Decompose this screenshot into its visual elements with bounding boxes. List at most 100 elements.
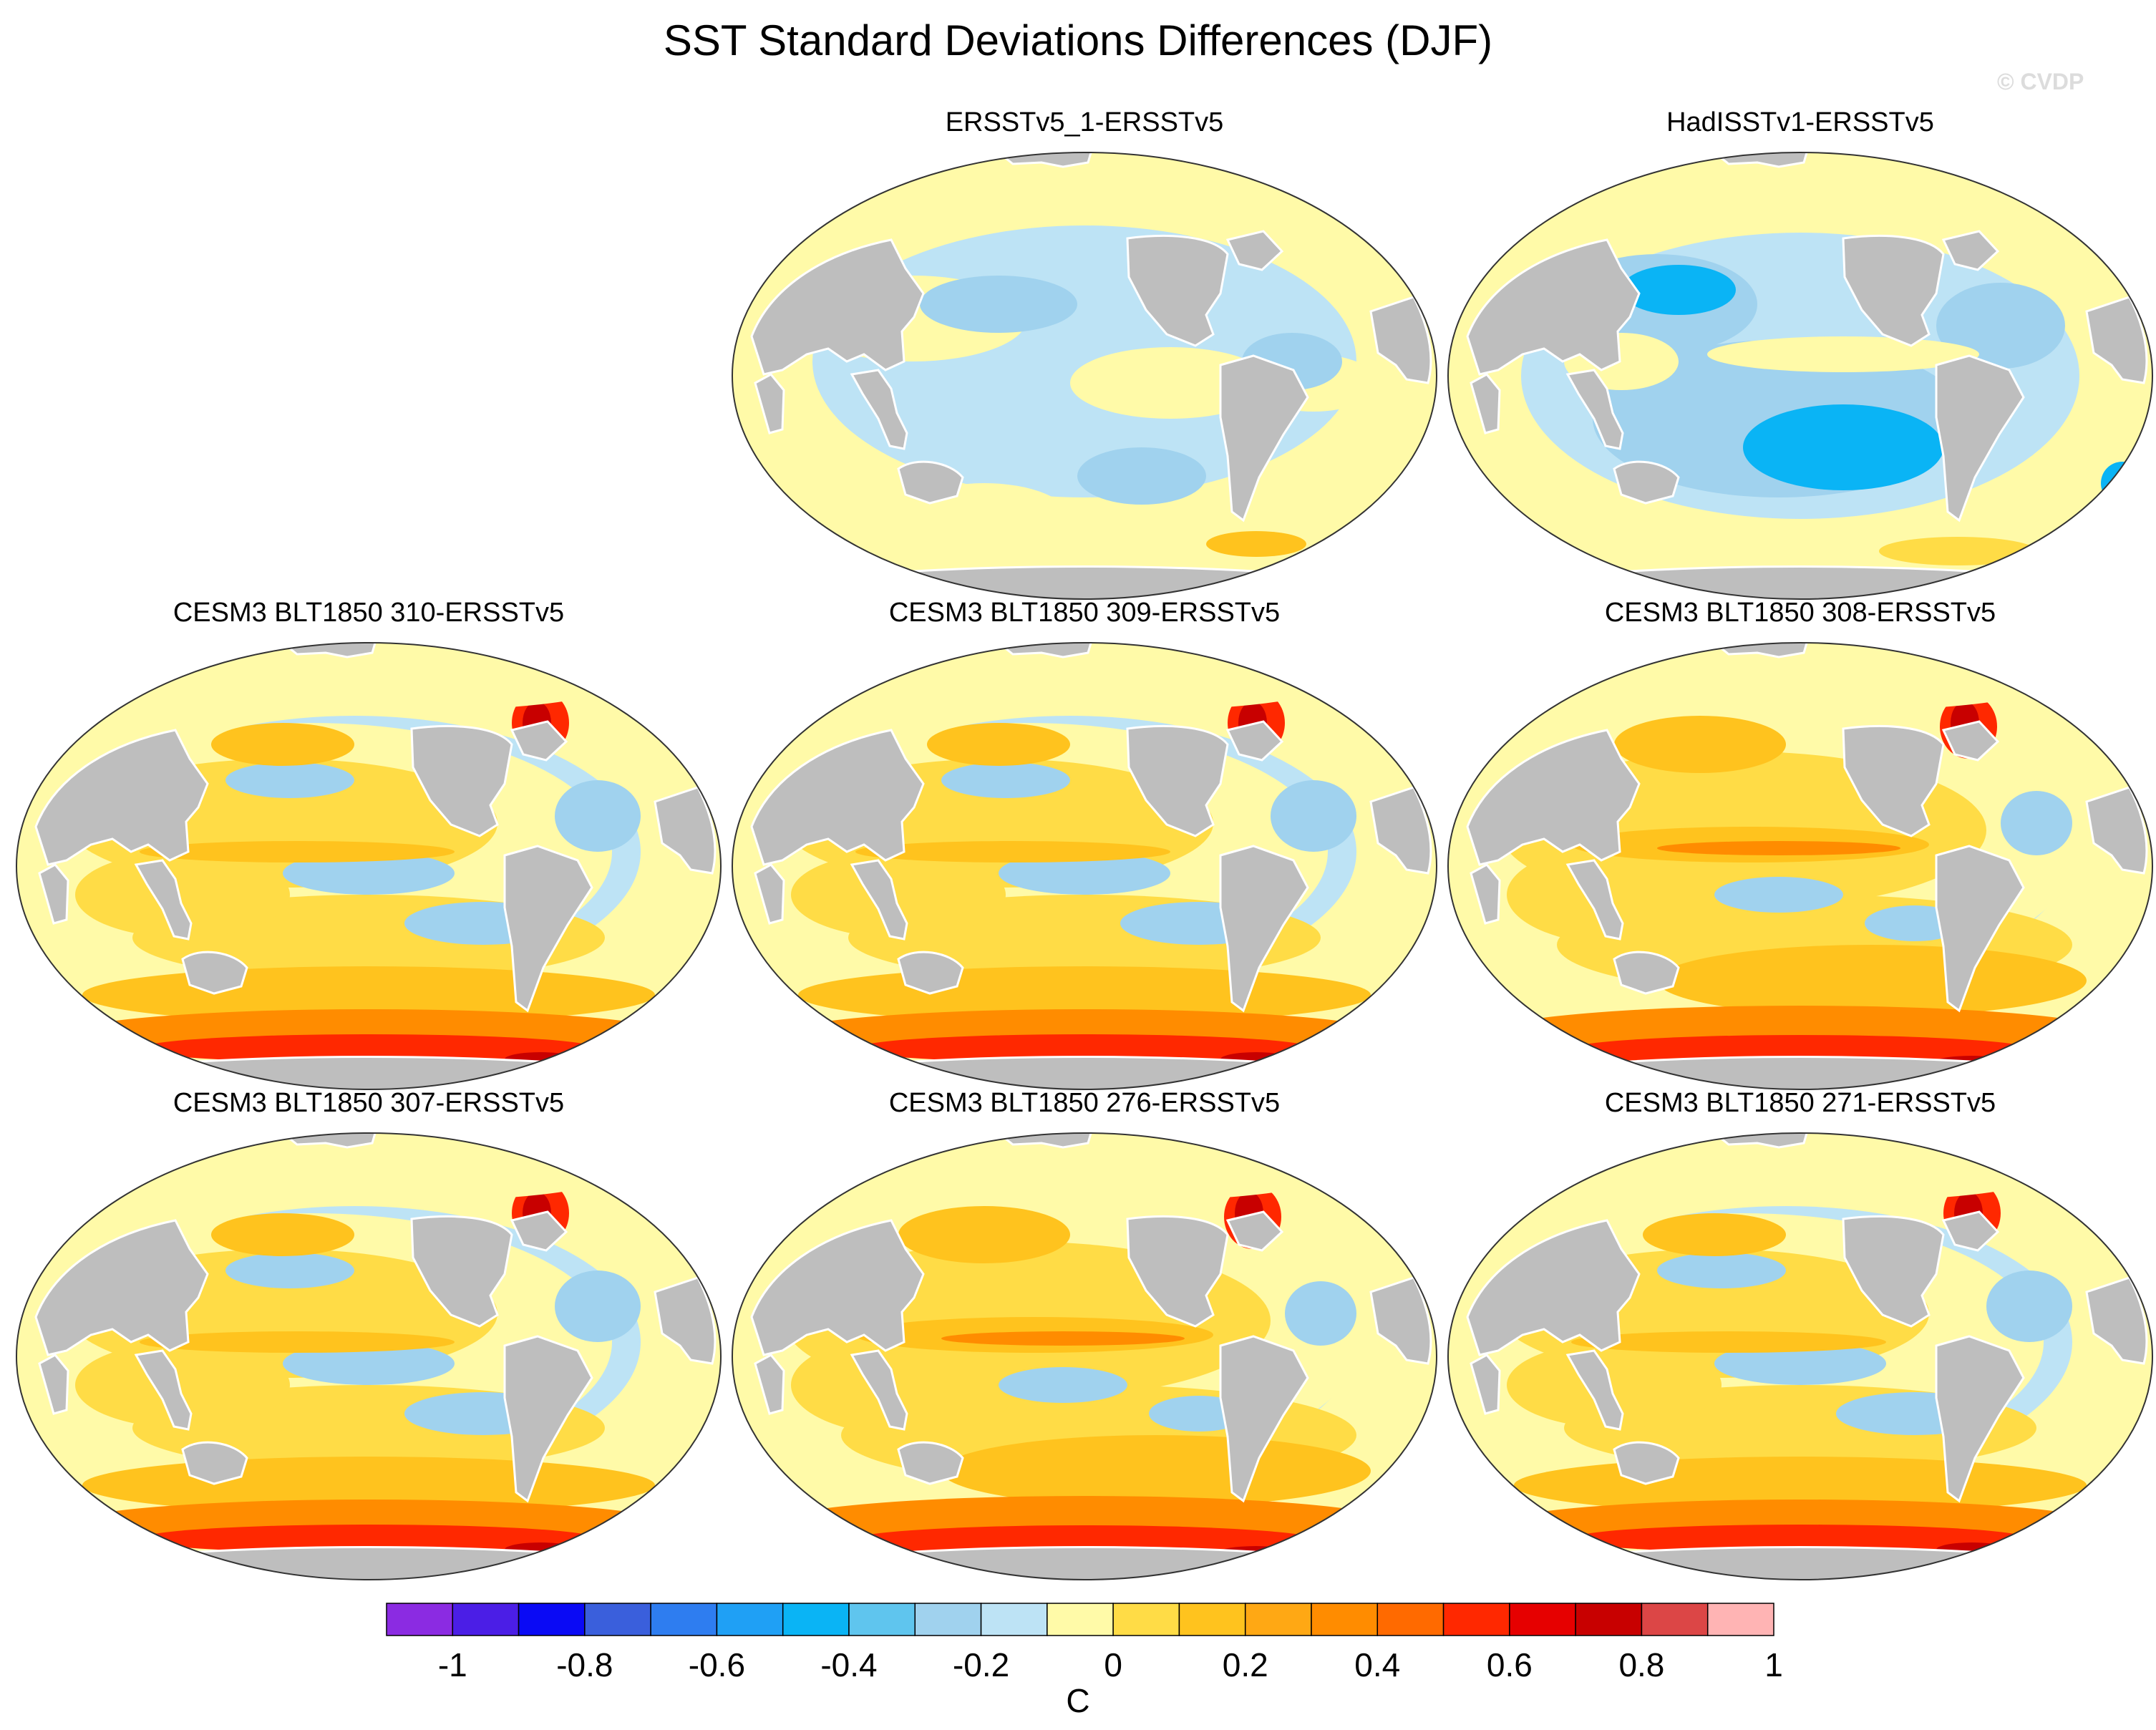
panel-title: CESM3 BLT1850 310-ERSSTv5: [173, 598, 565, 628]
colorbar-box: [1178, 1603, 1246, 1636]
panel-title: CESM3 BLT1850 271-ERSSTv5: [1604, 1088, 1996, 1118]
sst-contour-region: [283, 1342, 455, 1385]
sst-contour-region: [132, 662, 605, 712]
map-panel: [732, 1132, 1437, 1580]
sst-contour-region: [132, 1152, 605, 1202]
landmass: [1466, 238, 1641, 376]
colorbar-box: [1641, 1603, 1709, 1636]
sst-contour-region: [1271, 780, 1356, 852]
landmass: [850, 859, 908, 941]
landmass: [754, 1354, 785, 1415]
landmass: [1485, 565, 2116, 599]
landmass: [134, 859, 193, 941]
landmass: [850, 1349, 908, 1431]
sst-contour-region: [855, 841, 1170, 862]
panel-8: CESM3 BLT1850 271-ERSSTv5: [1442, 1088, 2156, 1603]
sst-contour-region: [1507, 1342, 1722, 1428]
landmass: [1842, 235, 1945, 347]
landmass: [769, 1546, 1400, 1580]
sst-contour-region: [1206, 531, 1306, 557]
panel-2: HadISSTv1-ERSSTv5: [1442, 107, 2156, 623]
landmass: [897, 951, 964, 995]
colorbar-box: [716, 1603, 784, 1636]
sst-contour-region: [1657, 1253, 1786, 1288]
map-panel: [16, 642, 722, 1090]
landmass: [769, 565, 1400, 599]
panel-7: CESM3 BLT1850 276-ERSSTv5: [727, 1088, 1442, 1603]
landmass: [1565, 369, 1624, 450]
landmass: [1485, 1546, 2116, 1580]
sst-contour-region: [140, 1331, 455, 1353]
sst-contour-region: [140, 841, 455, 862]
panel-title: CESM3 BLT1850 309-ERSSTv5: [888, 598, 1281, 628]
sst-contour-region: [1564, 662, 2036, 712]
sst-contour-region: [1657, 841, 1900, 855]
sst-contour-region: [941, 1331, 1185, 1346]
map-outline: [1447, 1132, 2153, 1580]
panel-title: HadISSTv1-ERSSTv5: [1666, 107, 1934, 137]
colorbar-tick-label: 1: [1764, 1646, 1783, 1683]
sst-contour-region: [1714, 877, 1843, 913]
sst-contour-region: [1507, 845, 1736, 945]
colorbar-ticks: -1 -0.8 -0.6 -0.4 -0.2 0 0.2 0.4 0.6 0.8 1: [438, 1646, 1783, 1683]
map-outline: [732, 152, 1437, 600]
map-panel: [732, 152, 1437, 600]
panel-title: CESM3 BLT1850 276-ERSSTv5: [888, 1088, 1281, 1118]
landmass: [769, 1056, 1400, 1089]
landmass: [897, 1441, 964, 1485]
sst-contour-region: [1614, 716, 1786, 773]
sst-contour-region: [1657, 945, 2087, 1016]
sst-contour-region: [1077, 447, 1206, 505]
sst-contour-region: [941, 762, 1070, 798]
colorbar-box: [1112, 1603, 1180, 1636]
watermark: © CVDP: [1997, 69, 2084, 94]
colorbar-tick-label: 0.2: [1223, 1646, 1268, 1683]
map-panel: [1447, 1132, 2153, 1580]
map-outline: [732, 642, 1437, 1090]
colorbar-tick-label: 0: [1104, 1646, 1122, 1683]
landmass: [1941, 720, 2000, 762]
sst-contour-region: [211, 723, 354, 766]
colorbar-tick-label: -0.8: [556, 1646, 613, 1683]
colorbar-box: [1442, 1603, 1510, 1636]
colorbar-tick-label: -0.4: [820, 1646, 877, 1683]
sst-contour-region: [1564, 1152, 2036, 1202]
colorbar-box: [782, 1603, 850, 1636]
landmass: [410, 725, 513, 837]
colorbar-box: [1509, 1603, 1576, 1636]
landmass: [181, 951, 248, 995]
landmass: [1225, 230, 1284, 271]
sst-contour-region: [225, 762, 354, 798]
landmass: [1225, 720, 1284, 762]
sst-contour-region: [1743, 404, 1943, 490]
colorbar-tick-label: -0.2: [953, 1646, 1009, 1683]
landmass: [1369, 296, 1432, 384]
landmass: [1126, 235, 1229, 347]
landmass: [34, 729, 209, 866]
landmass: [1369, 786, 1432, 875]
sst-contour-region: [1879, 537, 2036, 565]
figure-title: SST Standard Deviations Differences (DJF…: [663, 16, 1493, 64]
colorbar-box: [452, 1603, 520, 1636]
colorbar-tick-label: -0.6: [689, 1646, 745, 1683]
map-outline: [16, 1132, 722, 1580]
sst-contour-region: [555, 1270, 641, 1342]
landmass: [1369, 1276, 1432, 1365]
landmass: [503, 845, 593, 1013]
colorbar-box: [1706, 1603, 1774, 1636]
landmass: [1842, 1215, 1945, 1328]
colorbar-box: [848, 1603, 916, 1636]
landmass: [1565, 1349, 1624, 1431]
sst-contour-region: [211, 1213, 354, 1256]
sst-contour-region: [1621, 265, 1736, 315]
panel-title: CESM3 BLT1850 307-ERSSTv5: [173, 1088, 565, 1118]
landmass: [897, 460, 964, 505]
colorbar-box: [584, 1603, 651, 1636]
landmass: [750, 238, 925, 376]
landmass: [1613, 951, 1680, 995]
sst-contour-region: [920, 276, 1077, 333]
landmass: [750, 729, 925, 866]
landmass: [654, 786, 717, 875]
map-outline: [16, 642, 722, 1090]
landmass: [1470, 863, 1501, 925]
